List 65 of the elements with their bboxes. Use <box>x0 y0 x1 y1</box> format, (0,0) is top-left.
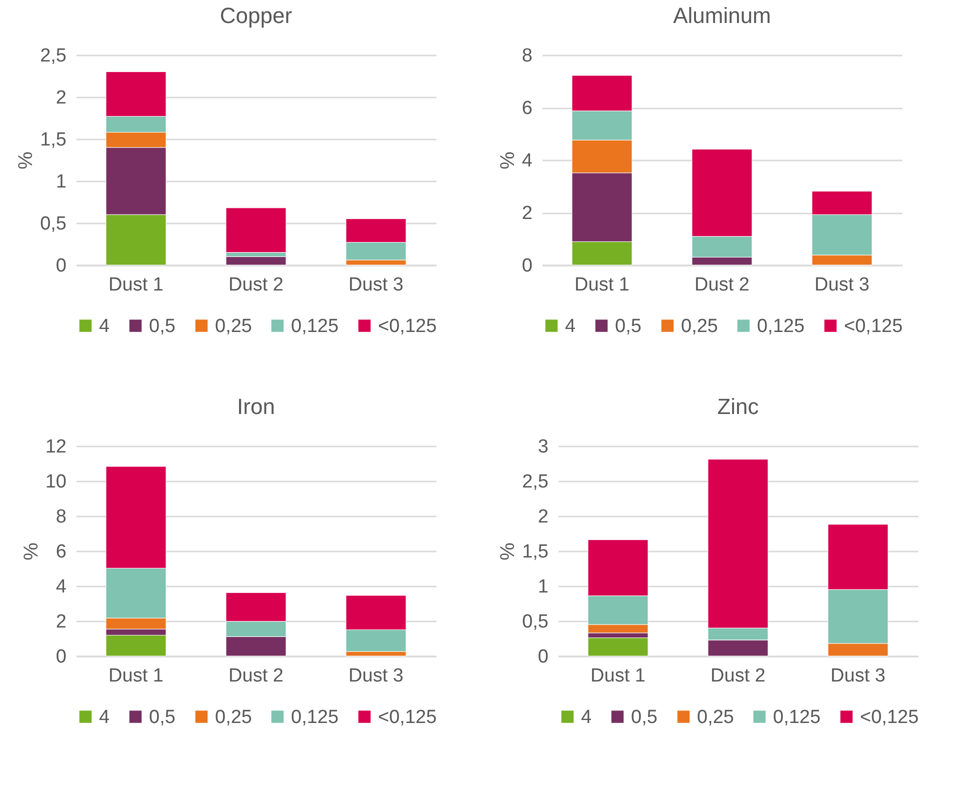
x-tick-label: Dust 2 <box>694 274 750 296</box>
y-axis-title: % <box>20 542 42 560</box>
y-tick-label: 2 <box>56 612 66 632</box>
y-tick-label: 1 <box>538 576 548 598</box>
chart-title: Aluminum <box>673 3 771 28</box>
y-tick-label: 1 <box>56 172 66 192</box>
x-tick-label: Dust 3 <box>830 666 886 686</box>
x-tick-label: Dust 2 <box>710 666 766 686</box>
x-tick-label: Dust 3 <box>814 274 870 296</box>
y-tick-label: 10 <box>45 472 66 492</box>
x-tick-label: Dust 1 <box>574 274 630 296</box>
y-tick-label: 0 <box>538 646 548 668</box>
y-tick-label: 2 <box>56 88 66 108</box>
legend-label: 0,5 <box>149 706 176 728</box>
y-tick-label: 8 <box>56 506 66 528</box>
y-tick-label: 3 <box>538 436 548 458</box>
x-tick-label: Dust 3 <box>348 666 404 686</box>
y-tick-label: 2 <box>522 203 532 224</box>
legend-label: 0,125 <box>291 316 339 337</box>
y-tick-label: 0 <box>56 646 66 668</box>
legend-label: 0,25 <box>215 706 252 728</box>
legend-label: <0,125 <box>844 316 903 337</box>
y-axis-title: % <box>15 151 38 170</box>
legend-label: 4 <box>565 316 576 337</box>
legend-label: 0,25 <box>215 316 252 337</box>
legend-label: 0,5 <box>149 316 176 337</box>
x-tick-label: Dust 1 <box>108 274 164 296</box>
legend-label: <0,125 <box>860 706 919 728</box>
x-tick-label: Dust 3 <box>348 274 404 296</box>
y-tick-label: 6 <box>56 542 66 562</box>
y-tick-label: 8 <box>522 46 532 66</box>
y-tick-label: 4 <box>522 150 533 172</box>
legend-label: 0,125 <box>291 706 339 728</box>
y-axis-title: % <box>496 151 519 170</box>
y-tick-label: 12 <box>45 436 66 458</box>
legend-label: 4 <box>99 706 110 728</box>
y-tick-label: 6 <box>522 98 532 119</box>
x-tick-label: Dust 2 <box>228 274 284 296</box>
chart-title: Copper <box>220 3 292 28</box>
y-tick-label: 2,5 <box>522 472 548 492</box>
legend-label: 0,125 <box>757 316 805 337</box>
legend-label: 4 <box>581 706 592 728</box>
x-tick-label: Dust 2 <box>228 666 284 686</box>
y-tick-label: 4 <box>56 576 67 598</box>
y-tick-label: 0,5 <box>40 214 66 234</box>
legend-label: 0,5 <box>615 316 642 337</box>
legend-label: 4 <box>99 316 110 337</box>
y-axis-title: % <box>497 542 520 560</box>
legend-label: <0,125 <box>378 706 437 728</box>
y-tick-label: 1,5 <box>40 130 66 150</box>
legend-label: 0,25 <box>697 706 734 728</box>
legend-label: 0,125 <box>773 706 821 728</box>
y-tick-label: 0,5 <box>522 612 548 632</box>
y-tick-label: 0 <box>522 256 532 276</box>
y-tick-label: 2,5 <box>40 46 66 66</box>
y-tick-label: 0 <box>56 256 66 276</box>
x-tick-label: Dust 1 <box>108 666 164 686</box>
legend-label: 0,5 <box>631 706 658 728</box>
legend-label: 0,25 <box>681 316 718 337</box>
y-tick-label: 2 <box>538 506 548 528</box>
chart-title: Zinc <box>717 394 759 419</box>
chart-title: Iron <box>237 394 275 419</box>
y-tick-label: 1,5 <box>522 542 548 562</box>
legend-label: <0,125 <box>378 316 437 337</box>
x-tick-label: Dust 1 <box>590 666 646 686</box>
